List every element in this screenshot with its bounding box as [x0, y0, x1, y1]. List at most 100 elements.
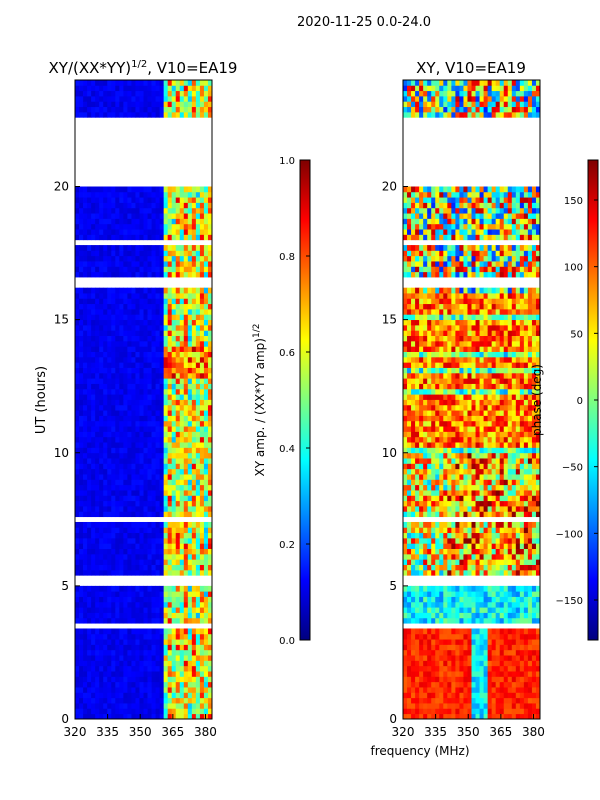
heatmap-cell — [203, 207, 209, 214]
heatmap-cell — [503, 527, 509, 534]
heatmap-cell — [467, 665, 472, 672]
heatmap-cell — [151, 308, 156, 315]
heatmap-cell — [107, 229, 112, 235]
heatmap-cell — [151, 271, 156, 278]
heatmap-cell — [471, 495, 476, 502]
heatmap-cell — [199, 287, 205, 294]
heatmap-cell — [199, 479, 205, 486]
heatmap-cell — [127, 394, 132, 400]
heatmap-cell — [411, 708, 416, 715]
heatmap-cell — [111, 553, 116, 560]
heatmap-cell — [171, 303, 177, 310]
heatmap-cell — [147, 681, 152, 688]
heatmap-cell — [151, 671, 156, 677]
heatmap-cell — [507, 559, 513, 565]
heatmap-cell — [87, 293, 92, 299]
heatmap-cell — [195, 293, 201, 299]
heatmap-cell — [139, 186, 144, 193]
heatmap-cell — [443, 479, 448, 486]
heatmap-cell — [179, 543, 185, 549]
heatmap-cell — [123, 261, 128, 267]
heatmap-cell — [91, 287, 96, 294]
heatmap-cell — [143, 202, 148, 209]
heatmap-cell — [423, 687, 428, 693]
heatmap-cell — [447, 633, 452, 640]
heatmap-cell — [175, 362, 181, 368]
heatmap-cell — [127, 223, 132, 230]
heatmap-cell — [123, 506, 128, 512]
heatmap-cell — [75, 612, 80, 619]
heatmap-cell — [507, 665, 513, 672]
heatmap-cell — [87, 506, 92, 512]
heatmap-cell — [195, 362, 201, 368]
heatmap-cell — [87, 303, 92, 310]
heatmap-cell — [491, 458, 497, 464]
heatmap-cell — [159, 442, 165, 448]
heatmap-cell — [75, 628, 80, 635]
heatmap-cell — [179, 346, 185, 352]
heatmap-cell — [127, 362, 132, 368]
heatmap-cell — [75, 479, 80, 486]
heatmap-cell — [471, 490, 476, 496]
heatmap-cell — [459, 687, 464, 693]
heatmap-cell — [91, 213, 96, 219]
heatmap-cell — [411, 612, 416, 619]
heatmap-cell — [119, 266, 124, 273]
heatmap-cell — [103, 266, 108, 273]
heatmap-cell — [179, 90, 185, 97]
heatmap-cell — [131, 394, 136, 400]
heatmap-cell — [435, 649, 440, 656]
heatmap-cell — [407, 655, 412, 661]
colorbar-tick-label: 1.0 — [279, 156, 295, 167]
heatmap-cell — [535, 612, 541, 619]
heatmap-cell — [203, 293, 209, 299]
heatmap-cell — [167, 383, 173, 390]
heatmap-cell — [515, 543, 521, 549]
heatmap-cell — [419, 484, 424, 491]
heatmap-cell — [415, 452, 420, 459]
heatmap-cell — [199, 452, 205, 459]
heatmap-cell — [527, 633, 533, 640]
heatmap-cell — [171, 245, 177, 251]
heatmap-cell — [159, 628, 165, 635]
heatmap-cell — [131, 692, 136, 699]
heatmap-cell — [467, 474, 472, 480]
heatmap-cell — [491, 511, 497, 518]
heatmap-cell — [115, 111, 120, 118]
heatmap-cell — [167, 521, 173, 528]
heatmap-cell — [95, 506, 100, 512]
heatmap-cell — [135, 708, 140, 715]
heatmap-cell — [111, 628, 116, 635]
heatmap-cell — [535, 527, 541, 534]
heatmap-cell — [135, 255, 140, 262]
heatmap-cell — [135, 665, 140, 672]
heatmap-cell — [463, 703, 468, 709]
heatmap-cell — [203, 197, 209, 203]
heatmap-cell — [83, 90, 88, 97]
heatmap-cell — [95, 351, 100, 358]
heatmap-cell — [207, 388, 213, 395]
heatmap-cell — [167, 245, 173, 251]
heatmap-cell — [131, 431, 136, 438]
heatmap-cell — [131, 447, 136, 454]
heatmap-cell — [491, 553, 497, 560]
heatmap-cell — [171, 202, 177, 209]
heatmap-cell — [87, 655, 92, 661]
heatmap-cell — [151, 713, 156, 720]
heatmap-cell — [183, 527, 189, 534]
heatmap-cell — [127, 452, 132, 459]
heatmap-cell — [111, 207, 116, 214]
heatmap-cell — [119, 90, 124, 97]
heatmap-cell — [163, 548, 169, 555]
heatmap-cell — [435, 543, 440, 549]
heatmap-cell — [419, 676, 424, 683]
heatmap-cell — [91, 266, 96, 273]
heatmap-cell — [423, 559, 428, 565]
heatmap-cell — [87, 612, 92, 619]
heatmap-cell — [515, 665, 521, 672]
heatmap-cell — [91, 458, 96, 464]
heatmap-cell — [143, 633, 148, 640]
heatmap-cell — [171, 500, 177, 507]
heatmap-cell — [203, 324, 209, 331]
heatmap-cell — [75, 95, 80, 102]
